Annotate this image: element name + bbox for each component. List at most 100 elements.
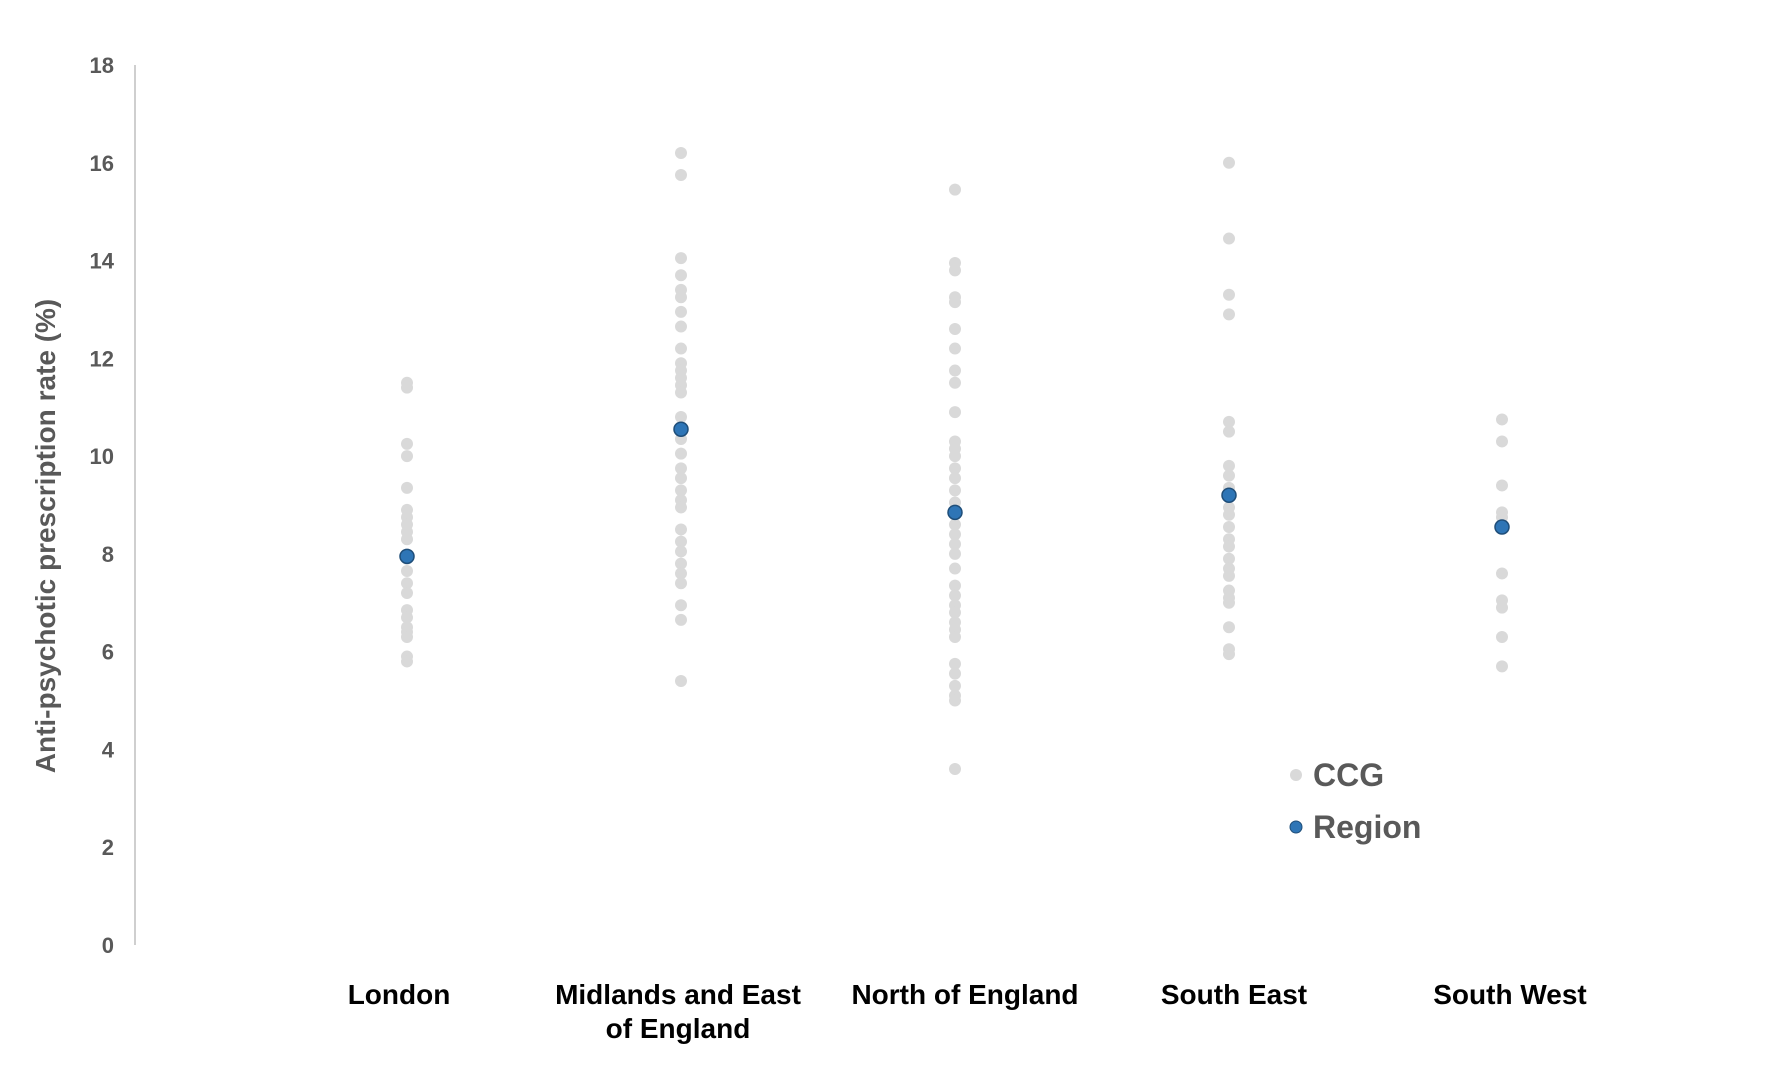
legend-region-marker [1289, 820, 1303, 834]
ccg-point [401, 611, 413, 624]
ccg-point [949, 342, 961, 355]
ccg-point [1223, 569, 1235, 582]
ccg-point [949, 679, 961, 692]
ccg-series [401, 147, 1508, 775]
x-category-label: London [348, 979, 451, 1010]
ccg-point [1496, 567, 1508, 580]
ccg-point [675, 320, 687, 333]
ccg-point [675, 305, 687, 318]
ccg-point [1496, 479, 1508, 492]
ccg-point [401, 437, 413, 450]
ccg-point [949, 296, 961, 309]
y-tick-label: 2 [102, 835, 114, 860]
y-tick-label: 10 [90, 444, 114, 469]
ccg-point [949, 528, 961, 541]
ccg-point [1223, 540, 1235, 553]
ccg-point [401, 533, 413, 546]
y-tick-label: 16 [90, 151, 114, 176]
ccg-point [675, 535, 687, 548]
ccg-point [949, 323, 961, 335]
y-tick-label: 8 [102, 542, 114, 567]
ccg-point [675, 523, 687, 536]
ccg-point [949, 183, 961, 196]
ccg-point [675, 252, 687, 265]
ccg-point [949, 547, 961, 560]
ccg-point [675, 462, 687, 475]
region-point [1221, 487, 1237, 503]
ccg-point [1223, 552, 1235, 565]
ccg-point [949, 579, 961, 592]
y-axis-title: Anti-psychotic prescription rate (%) [30, 299, 61, 774]
ccg-point [949, 606, 961, 619]
x-category-label: North of England [851, 979, 1078, 1010]
legend-region-label: Region [1313, 809, 1421, 845]
ccg-point [1223, 425, 1235, 438]
ccg-point [1223, 648, 1235, 661]
ccg-point [1496, 435, 1508, 448]
ccg-point [949, 538, 961, 551]
ccg-point [949, 264, 961, 277]
ccg-point [675, 147, 687, 159]
legend-ccg-label: CCG [1313, 757, 1384, 793]
ccg-point [1223, 232, 1235, 245]
ccg-point [401, 481, 413, 494]
x-category-label: of England [606, 1013, 751, 1044]
y-tick-label: 0 [102, 933, 114, 958]
y-tick-label: 6 [102, 640, 114, 665]
ccg-point [401, 587, 413, 599]
ccg-point [949, 406, 961, 419]
ccg-point [675, 675, 687, 687]
ccg-point [675, 599, 687, 612]
ccg-point [949, 694, 961, 707]
y-tick-label: 18 [90, 53, 114, 78]
ccg-point [675, 577, 687, 590]
legend: CCG Region [1289, 757, 1421, 845]
ccg-point [675, 291, 687, 304]
ccg-point [1223, 415, 1235, 428]
ccg-point [949, 484, 961, 497]
ccg-point [401, 381, 413, 394]
region-series [399, 421, 1510, 565]
ccg-point [675, 169, 687, 181]
ccg-point [1223, 156, 1235, 169]
ccg-point [1496, 413, 1508, 426]
ccg-point [949, 667, 961, 680]
y-tick-label: 14 [90, 249, 115, 274]
ccg-point [401, 655, 413, 668]
ccg-point [1223, 508, 1235, 521]
ccg-point [1223, 469, 1235, 482]
ccg-point [1223, 288, 1235, 301]
ccg-point [401, 450, 413, 463]
x-category-label: South West [1433, 979, 1586, 1010]
ccg-point [949, 364, 961, 377]
ccg-point [675, 342, 687, 355]
ccg-point [675, 411, 687, 423]
x-category-label: Midlands and East [555, 979, 801, 1010]
ccg-point [949, 472, 961, 485]
ccg-point [401, 565, 413, 577]
ccg-point [675, 386, 687, 399]
x-category-label: South East [1161, 979, 1307, 1010]
y-tick-label: 4 [102, 737, 115, 762]
ccg-point [675, 545, 687, 558]
ccg-point [949, 631, 961, 643]
ccg-point [1496, 601, 1508, 614]
region-point [673, 421, 689, 437]
ccg-point [675, 447, 687, 460]
y-tick-labels: 0 2 4 6 8 10 12 14 16 18 [90, 53, 115, 958]
ccg-point [1496, 631, 1508, 643]
ccg-point [949, 376, 961, 389]
ccg-point [949, 763, 961, 775]
ccg-point [675, 269, 687, 282]
ccg-point [1496, 660, 1508, 673]
region-point [399, 548, 415, 565]
ccg-point [675, 472, 687, 485]
ccg-point [675, 501, 687, 514]
ccg-point [1223, 596, 1235, 609]
ccg-point [1223, 308, 1235, 321]
ccg-point [949, 462, 961, 475]
ccg-point [675, 567, 687, 580]
ccg-point [1223, 459, 1235, 472]
ccg-point [675, 557, 687, 570]
